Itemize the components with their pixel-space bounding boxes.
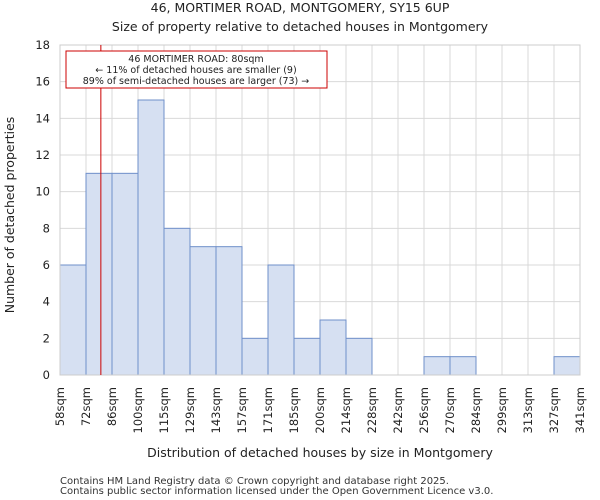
y-tick-labels: 0 2 4 6 8 10 12 14 16 18 (35, 38, 50, 382)
bar (137, 99, 165, 376)
x-tick-labels: 58sqm 72sqm 86sqm 100sqm 115sqm 129sqm 143sqm 1… (53, 387, 587, 433)
y-tick-label: 2 (43, 331, 50, 345)
plot-frame (59, 44, 581, 376)
x-tick-label: 242sqm (391, 387, 405, 433)
x-tick-label: 86sqm (105, 387, 119, 426)
x-tick-label: 171sqm (261, 387, 275, 433)
bar (423, 356, 451, 376)
y-tick-label: 12 (35, 148, 50, 162)
footer-line-1: Contains HM Land Registry data © Crown c… (60, 476, 449, 487)
x-tick-label: 100sqm (131, 387, 145, 433)
x-tick-label: 256sqm (417, 387, 431, 433)
bar (189, 246, 217, 376)
y-tick-label: 4 (43, 295, 50, 309)
bar (345, 337, 373, 376)
y-tick-label: 16 (35, 75, 50, 89)
x-tick-label: 58sqm (53, 387, 67, 426)
bar (215, 246, 243, 376)
chart-title: 46, MORTIMER ROAD, MONTGOMERY, SY15 6UP (151, 0, 450, 15)
y-tick-label: 8 (43, 221, 50, 235)
bar (59, 264, 87, 376)
x-tick-label: 341sqm (573, 387, 587, 433)
bar (241, 337, 269, 376)
bar (449, 356, 477, 376)
annotation-smaller: ← 11% of detached houses are smaller (9) (95, 65, 296, 76)
bars (59, 99, 581, 376)
x-tick-label: 270sqm (443, 387, 457, 433)
x-tick-label: 115sqm (157, 387, 171, 433)
x-axis-label: Distribution of detached houses by size … (147, 445, 493, 460)
x-tick-label: 185sqm (287, 387, 301, 433)
y-axis-label: Number of detached properties (2, 117, 17, 314)
y-tick-label: 6 (43, 258, 50, 272)
bar (553, 356, 581, 376)
annotation-title: 46 MORTIMER ROAD: 80sqm (128, 54, 263, 65)
annotation-box (65, 50, 328, 89)
x-tick-label: 228sqm (365, 387, 379, 433)
y-tick-label: 14 (35, 111, 50, 125)
bar (319, 319, 347, 376)
x-tick-label: 284sqm (469, 387, 483, 433)
chart-subtitle: Size of property relative to detached ho… (112, 19, 489, 34)
bar (111, 172, 139, 376)
x-tick-label: 313sqm (521, 387, 535, 433)
bar (267, 264, 295, 376)
y-tick-label: 0 (43, 368, 50, 382)
bar (85, 172, 113, 376)
y-tick-label: 18 (35, 38, 50, 52)
x-tick-label: 327sqm (547, 387, 561, 433)
annotation-larger: 89% of semi-detached houses are larger (… (83, 76, 310, 87)
x-tick-label: 143sqm (209, 387, 223, 433)
x-tick-label: 72sqm (79, 387, 93, 426)
x-tick-label: 157sqm (235, 387, 249, 433)
x-tick-label: 214sqm (339, 387, 353, 433)
x-tick-label: 200sqm (313, 387, 327, 433)
footer-line-2: Contains public sector information licen… (60, 486, 493, 497)
bar (163, 227, 191, 376)
y-tick-label: 10 (35, 185, 50, 199)
x-tick-label: 129sqm (183, 387, 197, 433)
x-tick-label: 299sqm (495, 387, 509, 433)
bar (293, 337, 321, 376)
